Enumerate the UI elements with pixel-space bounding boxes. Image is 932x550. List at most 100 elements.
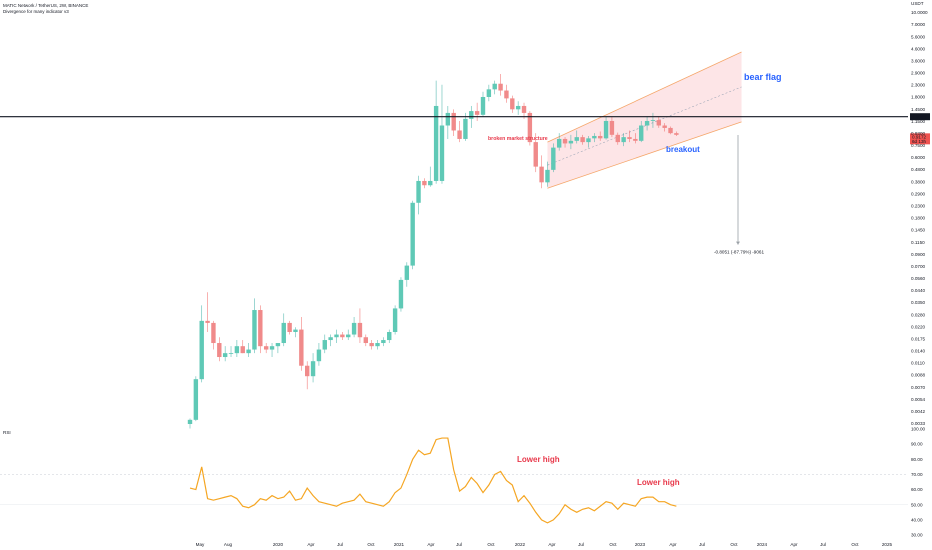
candle-body — [287, 322, 292, 333]
bear-flag-annotation: bear flag — [744, 72, 782, 82]
candles — [187, 74, 679, 429]
time-tick-label: Apr — [548, 542, 556, 547]
candle-body — [445, 112, 451, 126]
candle-body — [603, 120, 609, 139]
candle-body — [258, 310, 263, 347]
time-tick-label: Jul — [699, 542, 705, 547]
time-tick-label: Oct — [730, 542, 738, 547]
candle-body — [357, 322, 363, 338]
price-tick-label: 0.0140 — [911, 349, 925, 354]
candle-body — [199, 320, 204, 380]
price-tick-label: 7.0000 — [911, 22, 925, 27]
candle-body — [533, 142, 538, 167]
candle-body — [615, 134, 620, 143]
price-tick-label: 0.0175 — [911, 336, 925, 341]
price-tick-label: 0.0440 — [911, 288, 925, 293]
candle-body — [263, 346, 269, 350]
candle-body — [381, 340, 386, 344]
candle-body — [674, 133, 679, 135]
time-tick-label: 2021 — [394, 542, 405, 547]
candle-body — [439, 125, 445, 181]
time-tick-label: 2024 — [757, 542, 768, 547]
time-tick-label: Oct — [367, 542, 375, 547]
candle-body — [346, 334, 351, 338]
time-tick-label: Apr — [790, 542, 798, 547]
rsi-lower-high-annotation: Lower high — [517, 455, 560, 464]
candle-body — [334, 334, 339, 338]
price-tick-label: 0.2300 — [911, 204, 925, 209]
candle-body — [211, 322, 216, 344]
chart-title: MATIC Network / TetherUS, 2W, BINANCE — [3, 3, 89, 8]
candle-body — [193, 379, 199, 420]
time-tick-label: Oct — [487, 542, 495, 547]
time-tick-label: Apr — [427, 542, 435, 547]
candle-body — [627, 137, 632, 139]
rsi-line — [189, 437, 677, 524]
candle-body — [510, 98, 515, 110]
channel-mid-line — [547, 86, 742, 166]
horizontal-level-badge — [910, 113, 930, 121]
candle-body — [592, 135, 597, 139]
rsi-tick-label: 80.00 — [911, 457, 923, 462]
rsi-tick-label: 90.00 — [911, 442, 923, 447]
candle-body — [662, 125, 667, 128]
breakout-annotation: breakout — [666, 145, 700, 154]
time-tick-label: Apr — [307, 542, 315, 547]
price-tick-label: 0.9300 — [911, 131, 925, 136]
price-tick-label: 2.9000 — [911, 71, 925, 76]
price-tick-label: 0.6000 — [911, 155, 925, 160]
candle-body — [240, 346, 245, 354]
price-tick-label: 0.0900 — [911, 252, 925, 257]
rsi-tick-label: 50.00 — [911, 502, 923, 507]
candle-body — [521, 105, 527, 113]
candle-body — [539, 166, 544, 183]
rsi-tick-label: 30.00 — [911, 533, 923, 538]
projection-label: -0.8051 (-87.79%) -9061 — [714, 250, 764, 255]
indicator-title: Divergence for many indicator v3 — [3, 9, 69, 14]
candle-body — [205, 320, 210, 323]
time-tick-label: 2023 — [635, 542, 646, 547]
time-tick-label: Oct — [609, 542, 617, 547]
price-tick-label: 0.0560 — [911, 276, 925, 281]
candle-body — [650, 120, 656, 121]
projection-arrowhead — [736, 241, 740, 245]
candle-body — [310, 361, 316, 377]
time-tick-label: 2020 — [273, 542, 284, 547]
candle-body — [598, 135, 603, 139]
price-tick-label: 0.0088 — [911, 373, 925, 378]
candle-body — [562, 138, 568, 144]
rsi-lower-high-annotation-2: Lower high — [637, 478, 680, 487]
candle-body — [498, 83, 503, 91]
time-tick-label: Oct — [851, 542, 859, 547]
current-price-badge — [910, 133, 930, 145]
candle-body — [340, 334, 345, 338]
candle-body — [387, 332, 392, 341]
candle-body — [246, 349, 251, 354]
price-tick-label: 3.6000 — [911, 58, 925, 63]
time-tick-label: Jul — [456, 542, 462, 547]
candle-body — [363, 337, 368, 344]
price-tick-label: 1.4500 — [911, 107, 925, 112]
candle-body — [457, 130, 462, 139]
price-axis-unit: USDT — [911, 1, 924, 6]
candle-body — [486, 89, 492, 97]
candle-body — [551, 147, 556, 170]
price-tick-label: 10.0000 — [911, 10, 928, 15]
price-tick-label: 0.1450 — [911, 228, 925, 233]
candle-body — [281, 322, 286, 344]
candle-body — [433, 105, 439, 181]
price-tick-label: 0.0280 — [911, 312, 925, 317]
candle-body — [275, 343, 281, 347]
current-price-label: 0.9172 — [912, 134, 926, 139]
candle-body — [644, 120, 650, 126]
price-tick-label: 1.8000 — [911, 95, 925, 100]
candle-body — [217, 343, 222, 358]
price-tick-label: 0.3800 — [911, 179, 925, 184]
candle-body — [269, 346, 275, 350]
candle-body — [252, 310, 257, 350]
price-tick-label: 0.0033 — [911, 421, 925, 426]
rsi-tick-label: 70.00 — [911, 472, 923, 477]
candle-body — [656, 120, 661, 126]
